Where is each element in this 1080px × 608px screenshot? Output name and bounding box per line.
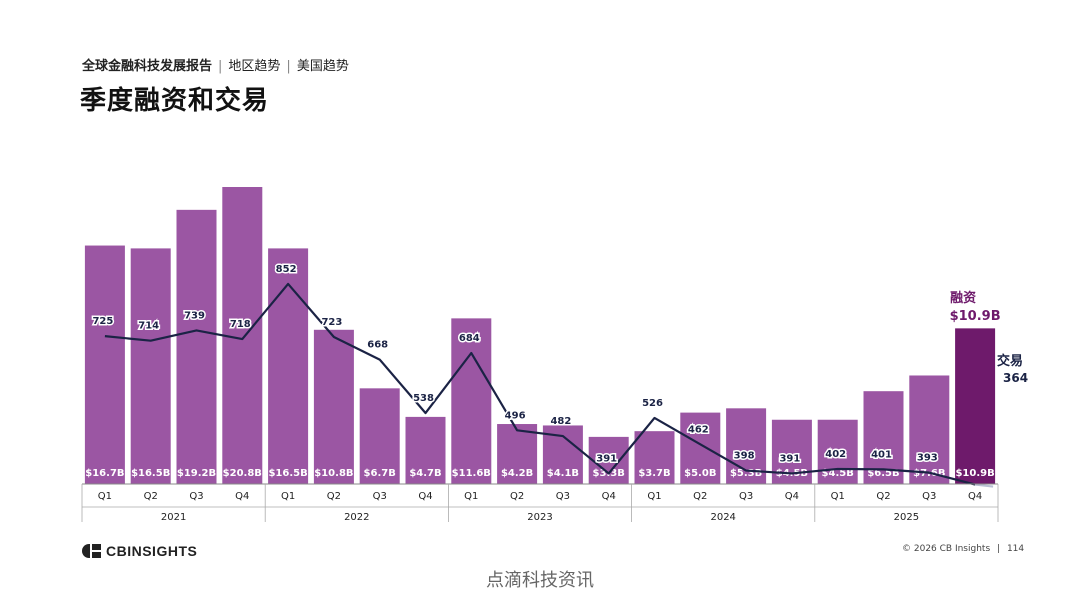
page-title: 季度融资和交易 <box>80 86 270 116</box>
x-tick-label: Q3 <box>556 491 570 502</box>
x-tick-label: Q1 <box>647 491 661 502</box>
funding-bar-label: $6.5B <box>867 468 899 479</box>
deals-point-label: 718 <box>230 319 251 330</box>
deals-point-label: 714 <box>138 321 159 332</box>
year-label: 2023 <box>527 512 552 523</box>
x-tick-label: Q1 <box>98 491 112 502</box>
deals-callout-value: 364 <box>1003 371 1028 385</box>
funding-bar <box>451 318 492 484</box>
deals-point-label: 391 <box>779 453 800 464</box>
deals-point-label: 684 <box>459 333 480 344</box>
deals-point-label: 402 <box>825 449 846 460</box>
year-label: 2022 <box>344 512 369 523</box>
x-tick-label: Q2 <box>144 491 158 502</box>
funding-bar-label: $5.0B <box>684 468 716 479</box>
x-tick-label: Q2 <box>693 491 707 502</box>
deals-point-label: 496 <box>505 410 526 421</box>
funding-bar <box>817 419 858 484</box>
funding-bar <box>680 412 721 484</box>
watermark: 点滴科技资讯 <box>486 570 594 591</box>
deals-point-label: 668 <box>367 340 388 351</box>
deals-point-label: 723 <box>321 317 342 328</box>
page-separator: | <box>997 544 1001 554</box>
funding-callout-name: 融资 <box>950 290 976 306</box>
breadcrumb-item-region: 地区趋势 <box>228 59 281 74</box>
x-tick-label: Q3 <box>373 491 387 502</box>
deals-line <box>104 282 930 475</box>
funding-bar <box>359 388 400 484</box>
x-tick-label: Q3 <box>189 491 203 502</box>
deals-point-label: 391 <box>596 453 617 464</box>
x-tick-label: Q1 <box>281 491 295 502</box>
breadcrumb-main: 全球金融科技发展报告 <box>82 59 213 74</box>
funding-bar-label: $6.7B <box>364 468 396 479</box>
funding-bar-label: $10.9B <box>955 468 994 479</box>
deals-line-tail <box>974 483 994 488</box>
funding-bar-label: $4.2B <box>501 468 533 479</box>
funding-bar-label: $20.8B <box>223 468 262 479</box>
copyright-text: © 2026 CB Insights <box>902 544 991 554</box>
funding-bar-label: $3.7B <box>638 468 670 479</box>
funding-bar-label: $16.5B <box>268 468 307 479</box>
x-tick-label: Q4 <box>785 491 799 502</box>
deals-callout-name: 交易 <box>997 353 1023 369</box>
funding-bar-label: $11.6B <box>452 468 491 479</box>
funding-bar-label: $16.5B <box>131 468 170 479</box>
x-tick-label: Q2 <box>510 491 524 502</box>
funding-bar-label: $5.3B <box>730 468 762 479</box>
year-label: 2021 <box>161 512 186 523</box>
deals-point-label: 398 <box>734 451 755 462</box>
cb-logo-icon <box>82 544 102 558</box>
x-tick-label: Q1 <box>464 491 478 502</box>
logo-text: CBINSIGHTS <box>106 543 198 559</box>
deals-point-label: 393 <box>917 453 938 464</box>
cb-insights-logo: CBINSIGHTS <box>82 543 197 559</box>
deals-point-label: 482 <box>550 416 571 427</box>
funding-bar <box>588 436 629 484</box>
deals-point-label: 401 <box>871 449 892 460</box>
x-tick-label: Q4 <box>418 491 432 502</box>
deals-point-label: 462 <box>688 424 709 435</box>
year-label: 2024 <box>710 512 735 523</box>
funding-bar-label: $10.8B <box>314 468 353 479</box>
funding-bar <box>955 328 996 484</box>
x-tick-label: Q3 <box>739 491 753 502</box>
deals-point-label: 538 <box>413 393 434 404</box>
funding-bar <box>176 209 217 484</box>
x-tick-label: Q2 <box>327 491 341 502</box>
deals-point-label: 725 <box>92 316 113 327</box>
x-tick-label: Q4 <box>235 491 249 502</box>
funding-bar-label: $4.5B <box>822 468 854 479</box>
funding-deals-chart: $16.7B $16.5B $19.2B $20.8B $16.5B $10.8B $6.7… <box>81 187 1028 523</box>
funding-callout-value: $10.9B <box>950 309 1001 324</box>
x-tick-label: Q2 <box>876 491 890 502</box>
copyright: © 2026 CB Insights | 114 <box>902 544 1024 554</box>
page-number: 114 <box>1006 544 1025 554</box>
funding-bar <box>405 416 446 484</box>
funding-bar-label: $4.7B <box>409 468 441 479</box>
deals-point-label: 852 <box>276 264 297 275</box>
funding-bar-label: $4.1B <box>547 468 579 479</box>
x-tick-label: Q4 <box>968 491 982 502</box>
year-label: 2025 <box>894 512 919 523</box>
funding-bar <box>84 245 125 484</box>
funding-bar-label: $19.2B <box>177 468 216 479</box>
x-tick-label: Q1 <box>831 491 845 502</box>
funding-bar <box>497 424 538 484</box>
funding-bar <box>313 329 354 484</box>
funding-bar <box>268 248 309 484</box>
x-tick-label: Q4 <box>602 491 616 502</box>
deals-line-last-segment <box>929 471 976 486</box>
funding-bar <box>634 431 675 484</box>
breadcrumb: 全球金融科技发展报告 | 地区趋势 | 美国趋势 <box>82 55 349 74</box>
breadcrumb-separator: | <box>218 59 223 74</box>
funding-bar-label: $16.7B <box>85 468 124 479</box>
deals-point-label: 526 <box>642 398 663 409</box>
x-tick-label: Q3 <box>922 491 936 502</box>
breadcrumb-separator: | <box>286 59 291 74</box>
funding-bar <box>909 375 950 484</box>
funding-bar <box>130 248 171 484</box>
deals-point-label: 739 <box>184 310 205 321</box>
breadcrumb-item-us: 美国趋势 <box>296 59 349 74</box>
